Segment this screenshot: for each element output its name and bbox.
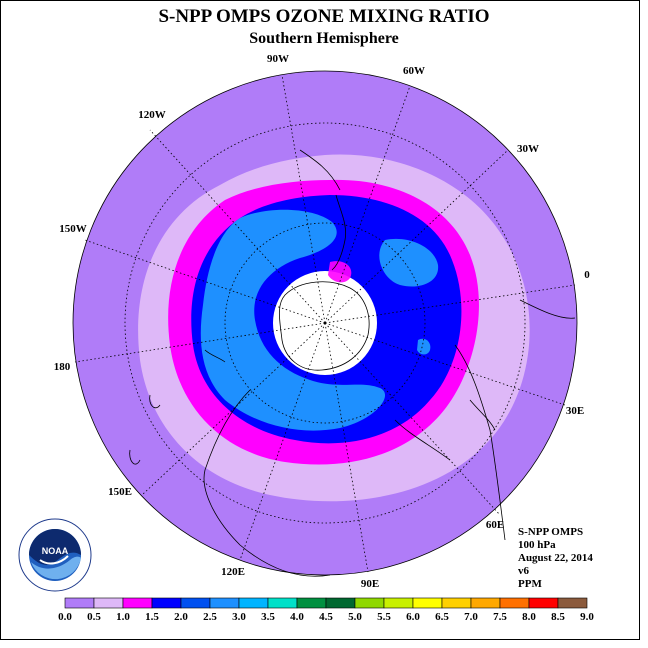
colorbar-tick-label: 8.0 [522, 611, 536, 623]
colorbar-box [151, 597, 182, 609]
colorbar-tick-label: 3.0 [232, 611, 246, 623]
south-pole-marker [323, 321, 327, 325]
lon-label-120e: 120E [221, 566, 245, 578]
colorbar-tick-label: 7.0 [464, 611, 478, 623]
map-title: S-NPP OMPS OZONE MIXING RATIO [158, 6, 490, 27]
lon-label-150e: 150E [108, 486, 132, 498]
colorbar-tick-label: 2.0 [174, 611, 188, 623]
info-version: v6 [518, 565, 529, 577]
plot-frame [0, 0, 640, 640]
colorbar-box [238, 597, 269, 609]
colorbar-box [93, 597, 124, 609]
colorbar-tick-label: 7.5 [493, 611, 507, 623]
info-instrument: S-NPP OMPS [518, 526, 584, 538]
map-boundary [72, 70, 578, 576]
colorbar-box [441, 597, 472, 609]
meridian-grid [74, 74, 576, 573]
ozone-band-2.0-2.5-east [379, 238, 439, 287]
colorbar-tick-label: 9.0 [580, 611, 594, 623]
colorbar-tick-label: 5.0 [348, 611, 362, 623]
colorbar-tick-label: 5.5 [377, 611, 391, 623]
lon-label-120w: 120W [138, 109, 166, 121]
lon-label-180: 180 [54, 361, 71, 373]
lon-label-0: 0 [584, 269, 590, 281]
colorbar-tick-label: 8.5 [551, 611, 565, 623]
colorbar-box [557, 597, 588, 609]
colorbar-tick-label: 1.5 [145, 611, 159, 623]
ozone-band-2.0-2.5 [200, 209, 386, 431]
colorbar-box [412, 597, 443, 609]
colorbar-tick-label: 0.0 [58, 611, 72, 623]
colorbar-box [267, 597, 298, 609]
colorbar-box [528, 597, 559, 609]
colorbar-box [383, 597, 414, 609]
lon-label-60e: 60E [486, 519, 504, 531]
info-block: S-NPP OMPS 100 hPa August 22, 2014 v6 PP… [518, 526, 593, 591]
colorbar-tick-label: 6.0 [406, 611, 420, 623]
colorbar-tick-label: 2.5 [203, 611, 217, 623]
lon-label-30w: 30W [517, 143, 539, 155]
colorbar-box [296, 597, 327, 609]
lon-label-90e: 90E [361, 578, 379, 590]
colorbar-box [499, 597, 530, 609]
colorbar-box [470, 597, 501, 609]
colorbar-box [122, 597, 153, 609]
ozone-band-2.0-2.5-east-small [417, 338, 431, 355]
colorbar-box [64, 597, 95, 609]
colorbar-tick-label: 3.5 [261, 611, 275, 623]
colorbar-box [354, 597, 385, 609]
lon-label-60w: 60W [403, 65, 425, 77]
info-units: PPM [518, 578, 542, 590]
info-date: August 22, 2014 [518, 552, 593, 564]
info-level: 100 hPa [518, 539, 556, 551]
colorbar-tick-label: 4.0 [290, 611, 304, 623]
colorbar-tick-label: 0.5 [87, 611, 101, 623]
colorbar-tick-label: 1.0 [116, 611, 130, 623]
map-subtitle: Southern Hemisphere [249, 30, 399, 47]
colorbar-box [209, 597, 240, 609]
colorbar-ticks: 0.0 0.5 1.0 1.5 2.0 2.5 3.0 3.5 4.0 4.5 5.0 5.5 6.0 6… [58, 611, 594, 623]
colorbar-tick-label: 4.5 [319, 611, 333, 623]
lon-label-90w: 90W [267, 53, 289, 65]
lon-label-150w: 150W [59, 223, 87, 235]
colorbar-boxes [64, 597, 588, 609]
noaa-logo: NOAA [18, 518, 92, 592]
lon-label-30e: 30E [566, 405, 584, 417]
colorbar-tick-label: 6.5 [435, 611, 449, 623]
colorbar-box [180, 597, 211, 609]
noaa-logo-text: NOAA [42, 546, 69, 556]
colorbar-box [325, 597, 356, 609]
